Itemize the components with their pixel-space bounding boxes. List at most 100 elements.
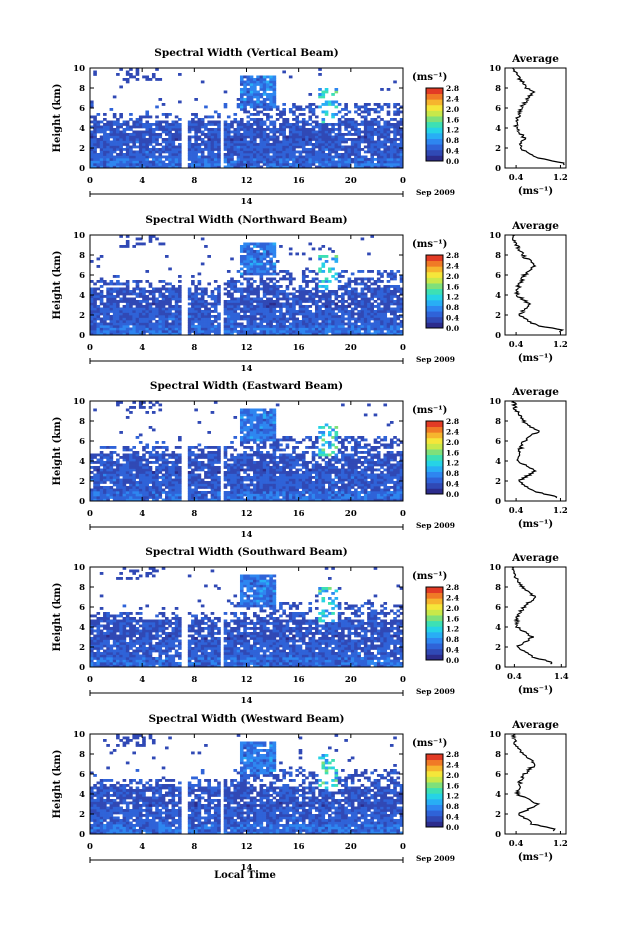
colorbar-cell <box>426 465 443 472</box>
avg-y-tick-label: 10 <box>489 730 501 740</box>
colorbar-cell <box>426 592 443 599</box>
colorbar-cell <box>426 127 443 134</box>
panel-title: Spectral Width (Vertical Beam) <box>154 47 338 59</box>
colorbar-cell <box>426 110 443 117</box>
avg-x-label: (ms⁻¹) <box>518 685 553 696</box>
colorbar-tick-label: 1.6 <box>446 448 459 457</box>
colorbar-tick-label: 0.4 <box>446 813 459 822</box>
colorbar-tick-label: 0.8 <box>446 469 459 478</box>
heatmap-cells <box>90 68 404 169</box>
colorbar-tick-label: 1.6 <box>446 614 459 623</box>
y-tick-label: 6 <box>79 104 85 114</box>
colorbar-cell <box>426 305 443 312</box>
avg-y-tick-label: 2 <box>495 810 501 820</box>
colorbar-cell <box>426 615 443 622</box>
avg-x-tick-label: 1.2 <box>553 340 568 350</box>
avg-y-tick-label: 2 <box>495 643 501 653</box>
x-tick-label: 0 <box>400 842 406 852</box>
y-tick-label: 8 <box>79 417 85 427</box>
average-frame <box>504 400 567 502</box>
colorbar-cell <box>426 609 443 616</box>
colorbar: 0.00.4 0.81.2 1.62.0 2.42.8 <box>425 251 459 333</box>
colorbar-cell <box>426 776 443 783</box>
colorbar-cell <box>426 277 443 284</box>
colorbar-cell <box>426 603 443 610</box>
colorbar-frame <box>425 753 444 828</box>
colorbar-cell <box>426 654 443 661</box>
avg-y-tick-label: 10 <box>489 397 501 407</box>
avg-x-label: (ms⁻¹) <box>518 186 553 197</box>
colorbar-cell <box>426 421 443 428</box>
avg-y-tick-label: 6 <box>495 603 501 613</box>
avg-y-tick-label: 6 <box>495 104 501 114</box>
colorbar-cell <box>426 810 443 817</box>
avg-y-tick-label: 4 <box>495 124 501 134</box>
colorbar-cell <box>426 426 443 433</box>
panel-2: Spectral Width (Eastward Beam) 0 2 4 6 8 10 0 4 8… <box>52 380 568 540</box>
y-tick-label: 8 <box>79 84 85 94</box>
colorbar-tick-label: 0.8 <box>446 136 459 145</box>
average-title: Average <box>511 53 559 65</box>
x-tick-label: 0 <box>400 343 406 353</box>
colorbar-cell <box>426 759 443 766</box>
colorbar-cell <box>426 626 443 633</box>
avg-y-tick-label: 8 <box>495 583 501 593</box>
colorbar-tick-label: 2.4 <box>446 261 459 270</box>
panel-title: Spectral Width (Westward Beam) <box>148 713 344 725</box>
avg-x-tick-label: 1.2 <box>553 839 568 849</box>
colorbar-cell <box>426 155 443 162</box>
avg-x-label: (ms⁻¹) <box>518 852 553 863</box>
colorbar-frame <box>425 586 444 661</box>
colorbar-tick-label: 1.6 <box>446 781 459 790</box>
avg-y-tick-label: 0 <box>495 331 501 341</box>
heatmap-cells <box>90 734 404 835</box>
day-label: 14 <box>241 364 253 374</box>
colorbar-cell <box>426 449 443 456</box>
day-label: 14 <box>241 197 253 207</box>
colorbar-cell <box>426 144 443 151</box>
avg-y-tick-label: 6 <box>495 770 501 780</box>
colorbar-cell <box>426 631 443 638</box>
y-tick-label: 4 <box>79 623 85 633</box>
colorbar-unit: (ms⁻¹) <box>412 738 447 749</box>
colorbar-cell <box>426 815 443 822</box>
x-tick-label: 4 <box>139 343 145 353</box>
colorbar-cell <box>426 798 443 805</box>
colorbar-tick-label: 0.0 <box>446 324 459 333</box>
colorbar-cell <box>426 255 443 262</box>
colorbar-tick-label: 1.2 <box>446 792 459 801</box>
colorbar-tick-label: 2.0 <box>446 604 459 613</box>
colorbar: 0.00.4 0.81.2 1.62.0 2.42.8 <box>425 84 459 166</box>
colorbar-cell <box>426 482 443 489</box>
y-tick-label: 6 <box>79 603 85 613</box>
avg-y-tick-label: 10 <box>489 563 501 573</box>
colorbar-cell <box>426 288 443 295</box>
y-tick-label: 4 <box>79 291 85 301</box>
x-tick-label: 0 <box>87 509 93 519</box>
colorbar-cell <box>426 104 443 111</box>
x-tick-label: 0 <box>400 176 406 186</box>
average-frame <box>504 566 567 668</box>
x-tick-label: 0 <box>400 509 406 519</box>
colorbar-cell <box>426 488 443 495</box>
colorbar: 0.00.4 0.81.2 1.62.0 2.42.8 <box>425 583 459 665</box>
colorbar-cell <box>426 316 443 323</box>
x-tick-label: 8 <box>191 176 197 186</box>
avg-y-tick-label: 4 <box>495 457 501 467</box>
avg-y-tick-label: 0 <box>495 497 501 507</box>
avg-y-tick-label: 6 <box>495 437 501 447</box>
average-profile-line <box>512 67 565 166</box>
colorbar-cell <box>426 266 443 273</box>
colorbar-unit: (ms⁻¹) <box>412 72 447 83</box>
x-tick-label: 8 <box>191 675 197 685</box>
average-profile-line <box>512 234 565 333</box>
colorbar-tick-label: 0.0 <box>446 157 459 166</box>
y-tick-label: 10 <box>73 730 85 740</box>
avg-x-tick-label: 0.4 <box>509 839 524 849</box>
y-tick-label: 0 <box>79 830 85 840</box>
colorbar-tick-label: 0.8 <box>446 802 459 811</box>
x-tick-label: 20 <box>345 176 357 186</box>
colorbar-cell <box>426 271 443 278</box>
x-tick-label: 20 <box>345 842 357 852</box>
colorbar-tick-label: 1.2 <box>446 293 459 302</box>
